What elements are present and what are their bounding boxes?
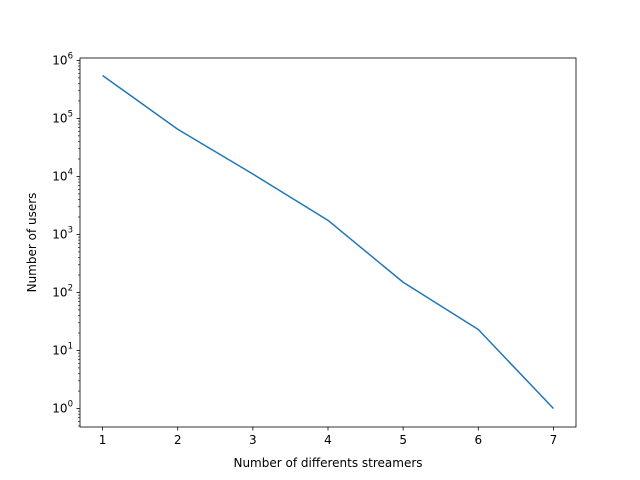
x-tick-label: 1 xyxy=(99,433,107,447)
y-tick-label: 104 xyxy=(52,167,73,183)
x-tick-label: 6 xyxy=(474,433,482,447)
x-axis-label: Number of differents streamers xyxy=(233,456,422,470)
x-tick-label: 5 xyxy=(399,433,407,447)
y-tick-label: 105 xyxy=(52,109,73,125)
y-tick-label: 101 xyxy=(52,341,73,357)
x-tick-label: 7 xyxy=(550,433,558,447)
x-tick-label: 3 xyxy=(249,433,257,447)
y-tick-label: 103 xyxy=(52,225,73,241)
y-tick-label: 100 xyxy=(52,400,73,416)
x-tick-label: 2 xyxy=(174,433,182,447)
y-axis-label: Number of users xyxy=(25,193,39,293)
y-tick-label: 102 xyxy=(52,283,73,299)
plot-frame xyxy=(79,57,577,428)
y-tick-label: 106 xyxy=(52,51,73,67)
x-tick-label: 4 xyxy=(324,433,332,447)
series-line xyxy=(102,74,554,410)
series-layer xyxy=(102,74,554,410)
ticks-layer: 1 2 3 4 5 6 7 100 101 102 103 104 105 106 xyxy=(52,51,557,447)
